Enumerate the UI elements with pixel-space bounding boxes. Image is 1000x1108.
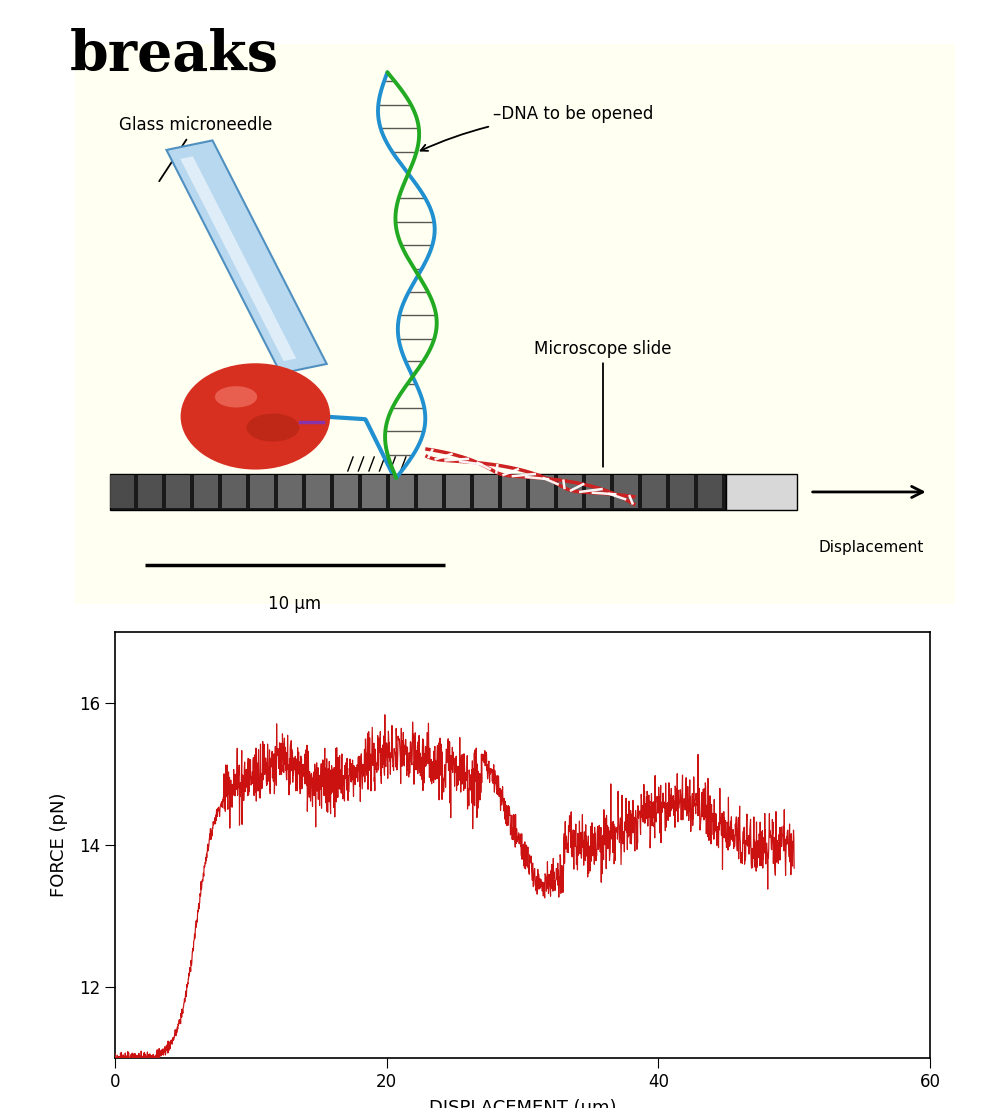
Text: Displacement: Displacement — [819, 540, 924, 554]
Bar — [558, 475, 582, 509]
Bar — [138, 475, 162, 509]
Text: Microscope slide: Microscope slide — [534, 340, 672, 466]
Text: Glass microneedle: Glass microneedle — [119, 116, 272, 182]
X-axis label: DISPLACEMENT (μm): DISPLACEMENT (μm) — [429, 1099, 616, 1108]
Text: breaks: breaks — [70, 28, 279, 83]
Polygon shape — [180, 156, 296, 361]
Bar — [502, 475, 526, 509]
Text: –DNA to be opened: –DNA to be opened — [421, 105, 653, 151]
Bar — [446, 475, 470, 509]
Bar — [670, 475, 694, 509]
Bar — [586, 475, 610, 509]
Bar — [530, 475, 554, 509]
Bar — [222, 475, 246, 509]
Bar — [390, 475, 414, 509]
Bar — [362, 475, 386, 509]
Ellipse shape — [247, 413, 299, 442]
Bar — [334, 475, 358, 509]
Bar — [474, 475, 498, 509]
Polygon shape — [166, 141, 327, 373]
Ellipse shape — [215, 387, 257, 408]
Bar — [110, 474, 726, 510]
Bar — [166, 475, 190, 509]
Text: 10 μm: 10 μm — [268, 595, 322, 614]
Bar — [278, 475, 302, 509]
Bar — [698, 475, 722, 509]
Bar — [306, 475, 330, 509]
Bar — [642, 475, 666, 509]
Y-axis label: FORCE (pN): FORCE (pN) — [50, 792, 68, 897]
Bar — [418, 475, 442, 509]
Ellipse shape — [181, 363, 330, 470]
Bar — [726, 474, 797, 510]
Bar — [614, 475, 638, 509]
Bar — [194, 475, 218, 509]
Bar — [110, 475, 134, 509]
Bar — [250, 475, 274, 509]
